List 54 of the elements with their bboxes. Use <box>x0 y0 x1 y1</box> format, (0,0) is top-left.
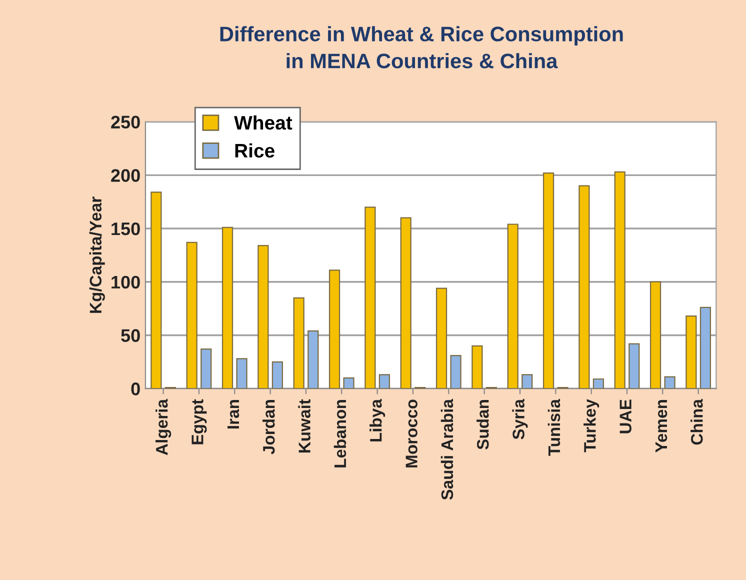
bar <box>200 348 212 389</box>
bar <box>400 217 412 389</box>
x-tick-label: Syria <box>512 398 528 440</box>
x-tick-label: Iran <box>227 400 240 428</box>
x-tick-label: Libya <box>370 398 386 442</box>
bar <box>258 245 269 389</box>
bar <box>592 378 604 389</box>
y-tick-label: 50 <box>121 329 140 342</box>
bar <box>650 281 662 389</box>
x-tick-label: Morocco <box>406 400 418 468</box>
y-tick-label: 0 <box>131 382 140 396</box>
bar <box>236 358 248 389</box>
x-tick-label: Tunisia <box>548 398 560 456</box>
bar <box>150 192 162 389</box>
chart-title: Difference in Wheat & Rice Consumption in MENA Countries & China <box>220 26 623 68</box>
x-tick-label: China <box>690 398 703 445</box>
x-tick-label: Kuwait <box>298 399 310 453</box>
bar <box>700 306 712 389</box>
y-tick-label: 150 <box>112 222 140 236</box>
x-tick-label: Yemen <box>656 400 668 452</box>
bar <box>686 315 697 389</box>
bar <box>378 374 390 389</box>
bar <box>450 354 462 389</box>
bar <box>664 376 676 389</box>
x-tick-label: Turkey <box>584 399 600 452</box>
bar <box>578 185 590 389</box>
bar <box>507 224 518 389</box>
bar <box>542 172 554 389</box>
x-tick-label: Algeria <box>156 398 172 456</box>
bar <box>272 361 283 389</box>
y-axis-title: Kg/Capita/Year <box>89 196 105 313</box>
bar <box>436 288 448 389</box>
bar <box>186 242 198 389</box>
bar <box>222 226 234 389</box>
legend-label: Wheat <box>234 115 292 130</box>
x-tick-label: Lebanon <box>334 400 346 468</box>
bar <box>364 206 376 389</box>
bar <box>628 343 640 389</box>
x-tick-label: Saudi Arabia <box>440 398 454 500</box>
x-tick-label: Sudan <box>476 400 489 450</box>
y-tick-label: 100 <box>112 276 140 289</box>
legend-label: Rice <box>235 143 274 158</box>
y-tick-label: 250 <box>111 116 140 129</box>
bar <box>472 345 483 389</box>
x-tick-label: Egypt <box>192 399 207 444</box>
y-tick-label: 200 <box>111 169 140 182</box>
bar <box>343 377 354 389</box>
bar <box>308 330 319 389</box>
bar <box>522 374 533 389</box>
bar <box>328 270 340 389</box>
bar <box>293 297 304 389</box>
bar <box>614 171 626 389</box>
x-tick-label: Jordan <box>262 400 275 454</box>
x-tick-label: UAE <box>620 400 632 434</box>
